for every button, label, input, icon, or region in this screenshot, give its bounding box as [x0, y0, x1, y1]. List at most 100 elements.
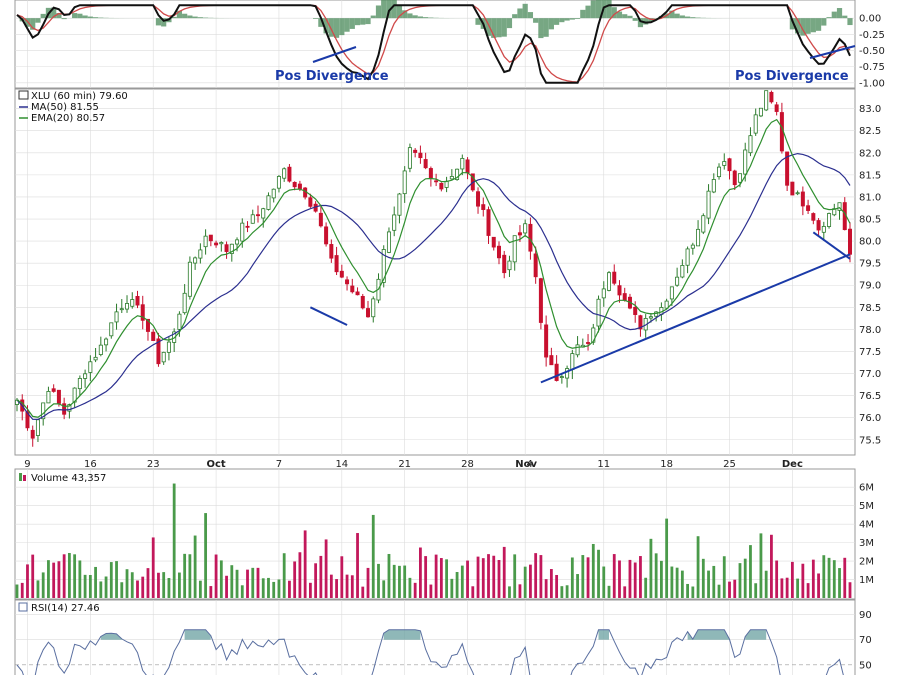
candle-body [397, 193, 402, 216]
candle-body [496, 245, 501, 259]
macd-histogram-bar [695, 17, 701, 19]
date-label: 25 [723, 459, 736, 470]
price-tick-label: 80.0 [859, 237, 881, 248]
candle-body [193, 257, 198, 264]
volume-bar [597, 549, 600, 598]
macd-histogram-bar [333, 18, 340, 38]
candle-body [717, 166, 722, 178]
volume-bar [413, 582, 417, 598]
macd-tick-label: -1.00 [859, 78, 885, 89]
volume-bar [183, 553, 187, 598]
macd-histogram-bar [349, 18, 355, 29]
volume-bar [476, 556, 480, 598]
volume-tick-label: 1M [859, 575, 874, 586]
candle-body [350, 285, 355, 293]
volume-bar [41, 572, 45, 598]
volume-bar [549, 569, 553, 598]
macd-divergence-line-2 [809, 45, 856, 59]
macd-histogram-bar [679, 15, 685, 19]
volume-bar [502, 546, 506, 598]
volume-bar [644, 577, 648, 598]
volume-bar [403, 565, 407, 598]
macd-histogram-bar [396, 5, 403, 19]
volume-bar [487, 554, 490, 598]
volume-bar [167, 577, 171, 598]
date-label: Dec [782, 459, 803, 470]
date-label: 18 [660, 459, 673, 470]
volume-bar [235, 569, 239, 598]
candle-body [607, 272, 612, 291]
legend-rsi: RSI(14) 27.46 [31, 603, 100, 614]
date-label: 14 [335, 459, 348, 470]
volume-bar [581, 555, 585, 598]
macd-histogram-bar [800, 18, 806, 36]
volume-bar [157, 572, 160, 598]
candle-body [476, 191, 481, 207]
macd-histogram-bar [559, 18, 565, 23]
candle-body [41, 402, 46, 420]
date-label: Oct [206, 459, 225, 470]
macd-histogram-bar [684, 16, 691, 19]
rsi-panel: 90 70 50 RSI(14) 27.46 [14, 599, 872, 675]
candle-body [77, 378, 82, 390]
macd-histogram-bar [847, 18, 853, 26]
candle-body [622, 293, 627, 301]
macd-histogram-bar [318, 18, 324, 27]
candle-body [161, 351, 166, 363]
date-label: 4 [526, 459, 532, 470]
volume-bar [146, 568, 150, 598]
candle-body [706, 190, 711, 219]
macd-histogram-bar [637, 18, 644, 28]
macd-histogram-bar [344, 18, 350, 32]
rsi-tick-label: 50 [859, 660, 872, 671]
candle-body [25, 411, 30, 429]
candle-body [538, 278, 543, 323]
candle-body [166, 341, 171, 353]
volume-bar [178, 572, 181, 598]
price-legend: XLU (60 min) 79.60 MA(50) 81.55 EMA(20) … [18, 90, 128, 124]
macd-line [16, 4, 851, 84]
pos-divergence-label-2: Pos Divergence [735, 69, 849, 84]
macd-histogram-bar [339, 18, 345, 36]
candle-body [235, 239, 240, 245]
volume-bar [429, 584, 433, 598]
candle-body [109, 322, 114, 337]
candle-body [795, 192, 800, 195]
candle-body [135, 295, 140, 306]
candle-body [638, 315, 643, 330]
volume-bar [366, 567, 370, 598]
macd-panel: 0.00-0.25-0.50-0.75-1.00 Pos Divergence … [14, 0, 885, 89]
candle-body [502, 254, 507, 274]
macd-histogram-bar [92, 17, 99, 19]
volume-bar [151, 537, 155, 598]
candle-body [769, 91, 774, 103]
volume-bar [717, 584, 721, 598]
macd-histogram-bar [155, 18, 162, 26]
candle-body [758, 107, 763, 117]
candle-body [329, 244, 334, 259]
macd-histogram-bar [313, 18, 319, 19]
volume-bar [214, 554, 218, 598]
candle-body [549, 355, 554, 366]
volume-bar [109, 562, 113, 598]
volume-bar [356, 533, 359, 598]
volume-bar [680, 570, 684, 598]
date-label: 7 [276, 459, 282, 470]
macd-histogram-bar [632, 18, 638, 21]
price-tick-label: 80.5 [859, 215, 881, 226]
candle-body [753, 114, 758, 134]
candle-body [533, 253, 538, 278]
candle-body [848, 228, 853, 255]
volume-bar [193, 535, 197, 598]
volume-bar [560, 586, 564, 598]
candle-body [523, 223, 528, 234]
date-label: 21 [398, 459, 411, 470]
legend-symbol: XLU (60 min) 79.60 [31, 91, 128, 102]
price-tick-label: 82.0 [859, 148, 881, 159]
trend-line [812, 231, 851, 260]
candle-body [208, 234, 213, 242]
candle-body [402, 170, 407, 195]
candle-body [324, 226, 329, 245]
macd-tick-label: 0.00 [859, 14, 881, 25]
macd-histogram-bar [810, 18, 816, 33]
